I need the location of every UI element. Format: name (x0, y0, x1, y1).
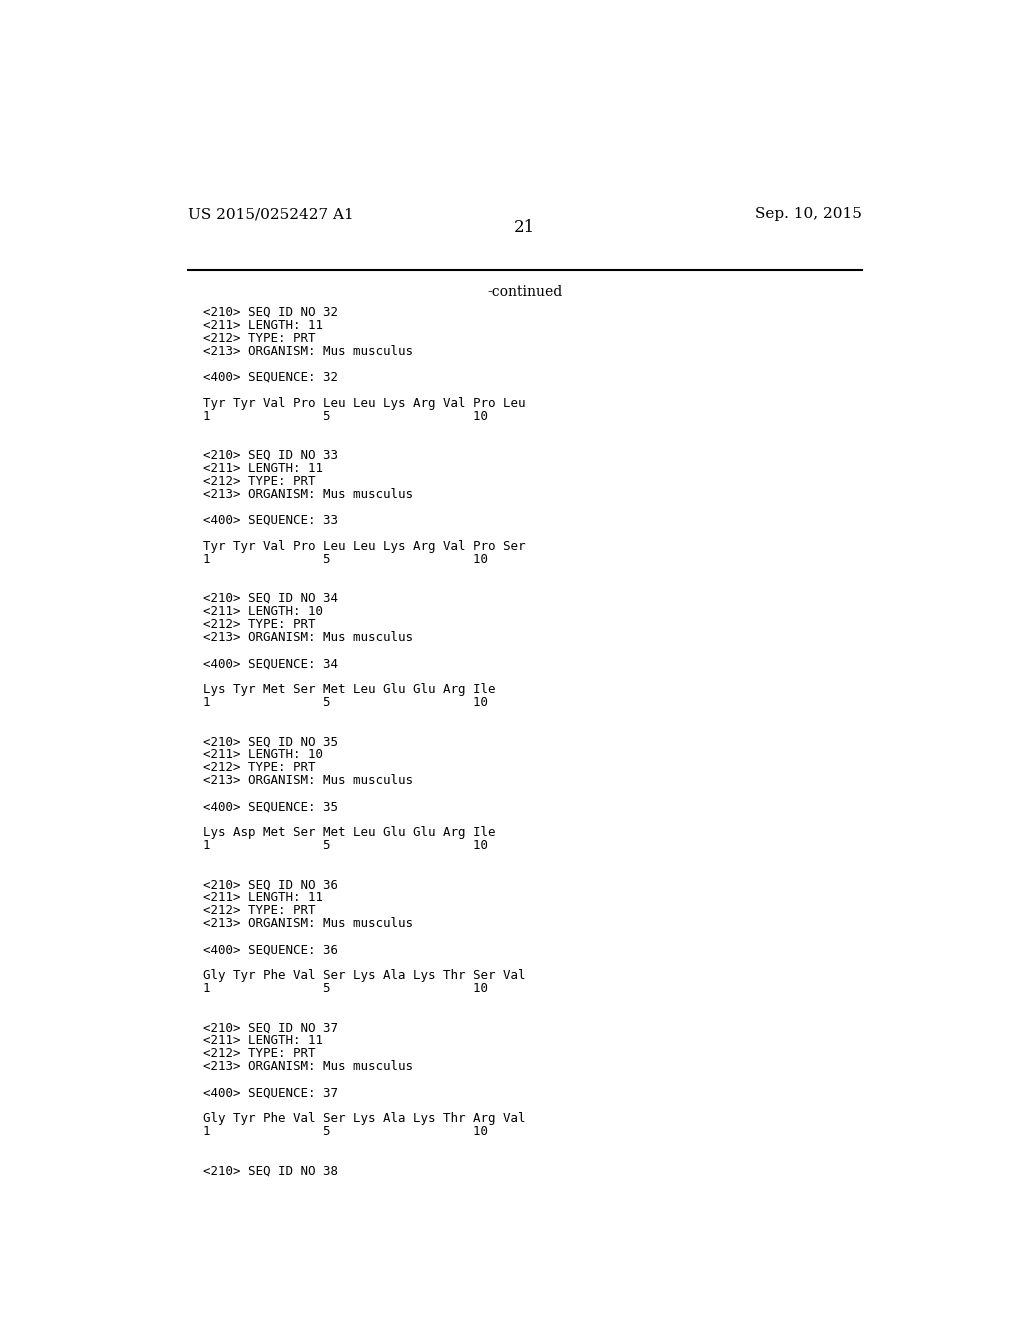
Text: Gly Tyr Phe Val Ser Lys Ala Lys Thr Ser Val: Gly Tyr Phe Val Ser Lys Ala Lys Thr Ser … (204, 969, 526, 982)
Text: <400> SEQUENCE: 36: <400> SEQUENCE: 36 (204, 944, 338, 956)
Text: <400> SEQUENCE: 35: <400> SEQUENCE: 35 (204, 800, 338, 813)
Text: <210> SEQ ID NO 38: <210> SEQ ID NO 38 (204, 1164, 338, 1177)
Text: Lys Asp Met Ser Met Leu Glu Glu Arg Ile: Lys Asp Met Ser Met Leu Glu Glu Arg Ile (204, 826, 496, 840)
Text: 1               5                   10: 1 5 10 (204, 840, 488, 853)
Text: <210> SEQ ID NO 32: <210> SEQ ID NO 32 (204, 306, 338, 318)
Text: <212> TYPE: PRT: <212> TYPE: PRT (204, 904, 315, 917)
Text: <210> SEQ ID NO 35: <210> SEQ ID NO 35 (204, 735, 338, 748)
Text: <212> TYPE: PRT: <212> TYPE: PRT (204, 331, 315, 345)
Text: 1               5                   10: 1 5 10 (204, 696, 488, 709)
Text: <213> ORGANISM: Mus musculus: <213> ORGANISM: Mus musculus (204, 488, 414, 500)
Text: <210> SEQ ID NO 37: <210> SEQ ID NO 37 (204, 1022, 338, 1035)
Text: <400> SEQUENCE: 32: <400> SEQUENCE: 32 (204, 371, 338, 384)
Text: <211> LENGTH: 11: <211> LENGTH: 11 (204, 891, 324, 904)
Text: 1               5                   10: 1 5 10 (204, 553, 488, 566)
Text: Gly Tyr Phe Val Ser Lys Ala Lys Thr Arg Val: Gly Tyr Phe Val Ser Lys Ala Lys Thr Arg … (204, 1113, 526, 1126)
Text: <212> TYPE: PRT: <212> TYPE: PRT (204, 1047, 315, 1060)
Text: <213> ORGANISM: Mus musculus: <213> ORGANISM: Mus musculus (204, 631, 414, 644)
Text: <213> ORGANISM: Mus musculus: <213> ORGANISM: Mus musculus (204, 1060, 414, 1073)
Text: <212> TYPE: PRT: <212> TYPE: PRT (204, 762, 315, 774)
Text: <213> ORGANISM: Mus musculus: <213> ORGANISM: Mus musculus (204, 917, 414, 931)
Text: 1               5                   10: 1 5 10 (204, 982, 488, 995)
Text: <400> SEQUENCE: 37: <400> SEQUENCE: 37 (204, 1086, 338, 1100)
Text: <210> SEQ ID NO 34: <210> SEQ ID NO 34 (204, 591, 338, 605)
Text: <210> SEQ ID NO 36: <210> SEQ ID NO 36 (204, 878, 338, 891)
Text: <211> LENGTH: 11: <211> LENGTH: 11 (204, 319, 324, 331)
Text: <400> SEQUENCE: 33: <400> SEQUENCE: 33 (204, 513, 338, 527)
Text: <400> SEQUENCE: 34: <400> SEQUENCE: 34 (204, 657, 338, 671)
Text: -continued: -continued (487, 285, 562, 300)
Text: <212> TYPE: PRT: <212> TYPE: PRT (204, 475, 315, 488)
Text: Tyr Tyr Val Pro Leu Leu Lys Arg Val Pro Leu: Tyr Tyr Val Pro Leu Leu Lys Arg Val Pro … (204, 397, 526, 409)
Text: <211> LENGTH: 11: <211> LENGTH: 11 (204, 462, 324, 475)
Text: <213> ORGANISM: Mus musculus: <213> ORGANISM: Mus musculus (204, 774, 414, 787)
Text: <212> TYPE: PRT: <212> TYPE: PRT (204, 618, 315, 631)
Text: <211> LENGTH: 11: <211> LENGTH: 11 (204, 1035, 324, 1047)
Text: US 2015/0252427 A1: US 2015/0252427 A1 (187, 207, 353, 222)
Text: Lys Tyr Met Ser Met Leu Glu Glu Arg Ile: Lys Tyr Met Ser Met Leu Glu Glu Arg Ile (204, 682, 496, 696)
Text: 21: 21 (514, 219, 536, 236)
Text: Sep. 10, 2015: Sep. 10, 2015 (756, 207, 862, 222)
Text: <210> SEQ ID NO 33: <210> SEQ ID NO 33 (204, 449, 338, 462)
Text: <211> LENGTH: 10: <211> LENGTH: 10 (204, 605, 324, 618)
Text: <213> ORGANISM: Mus musculus: <213> ORGANISM: Mus musculus (204, 345, 414, 358)
Text: Tyr Tyr Val Pro Leu Leu Lys Arg Val Pro Ser: Tyr Tyr Val Pro Leu Leu Lys Arg Val Pro … (204, 540, 526, 553)
Text: <211> LENGTH: 10: <211> LENGTH: 10 (204, 748, 324, 762)
Text: 1               5                   10: 1 5 10 (204, 1126, 488, 1138)
Text: 1               5                   10: 1 5 10 (204, 409, 488, 422)
